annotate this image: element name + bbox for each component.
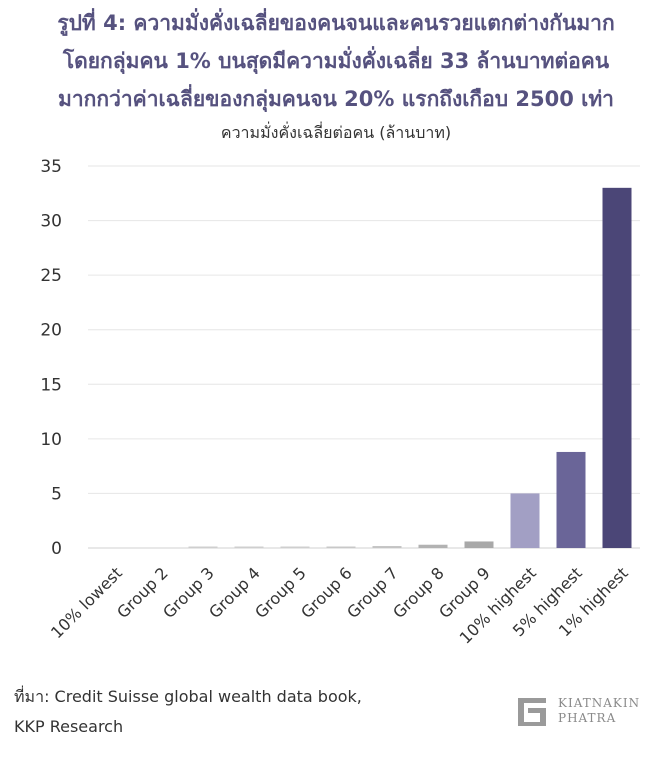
title-line-2: โดยกลุ่มคน 1% บนสุดมีความมั่งคั่งเฉลี่ย … bbox=[62, 49, 610, 73]
y-tick-label: 5 bbox=[51, 484, 62, 504]
chart-title: รูปที่ 4: ความมั่งคั่งเฉลี่ยของคนจนและคน… bbox=[0, 4, 672, 118]
y-tick-label: 25 bbox=[40, 266, 62, 286]
bar bbox=[510, 493, 540, 548]
y-tick-label: 15 bbox=[40, 375, 62, 395]
bar bbox=[234, 546, 264, 548]
logo-line-2: PHATRA bbox=[558, 711, 617, 725]
chart-subtitle: ความมั่งคั่งเฉลี่ยต่อคน (ล้านบาท) bbox=[220, 123, 452, 142]
y-tick-label: 0 bbox=[51, 539, 62, 559]
title-line-1: รูปที่ 4: ความมั่งคั่งเฉลี่ยของคนจนและคน… bbox=[57, 11, 615, 35]
bar bbox=[188, 546, 218, 548]
x-tick-label: 10% lowest bbox=[47, 563, 126, 642]
bar bbox=[372, 546, 402, 548]
bar bbox=[464, 541, 494, 548]
bar bbox=[280, 546, 310, 548]
source-note: ที่มา: Credit Suisse global wealth data … bbox=[14, 682, 362, 742]
y-tick-label: 35 bbox=[40, 157, 62, 177]
title-line-3: มากกว่าค่าเฉลี่ยของกลุ่มคนจน 20% แรกถึงเ… bbox=[58, 87, 614, 111]
logo-wordmark: KIATNAKIN PHATRA bbox=[558, 696, 640, 726]
y-tick-label: 10 bbox=[40, 430, 62, 450]
source-line-2: KKP Research bbox=[14, 717, 124, 736]
bar bbox=[326, 546, 356, 548]
bar bbox=[602, 187, 632, 549]
logo-mark-icon bbox=[518, 698, 546, 726]
y-tick-label: 20 bbox=[40, 321, 62, 341]
source-line-1: ที่มา: Credit Suisse global wealth data … bbox=[14, 687, 362, 706]
brand-logo: KIATNAKIN PHATRA bbox=[516, 694, 666, 730]
bar bbox=[418, 544, 448, 548]
logo-line-1: KIATNAKIN bbox=[558, 696, 641, 710]
y-tick-label: 30 bbox=[40, 212, 62, 232]
bar bbox=[556, 451, 586, 548]
